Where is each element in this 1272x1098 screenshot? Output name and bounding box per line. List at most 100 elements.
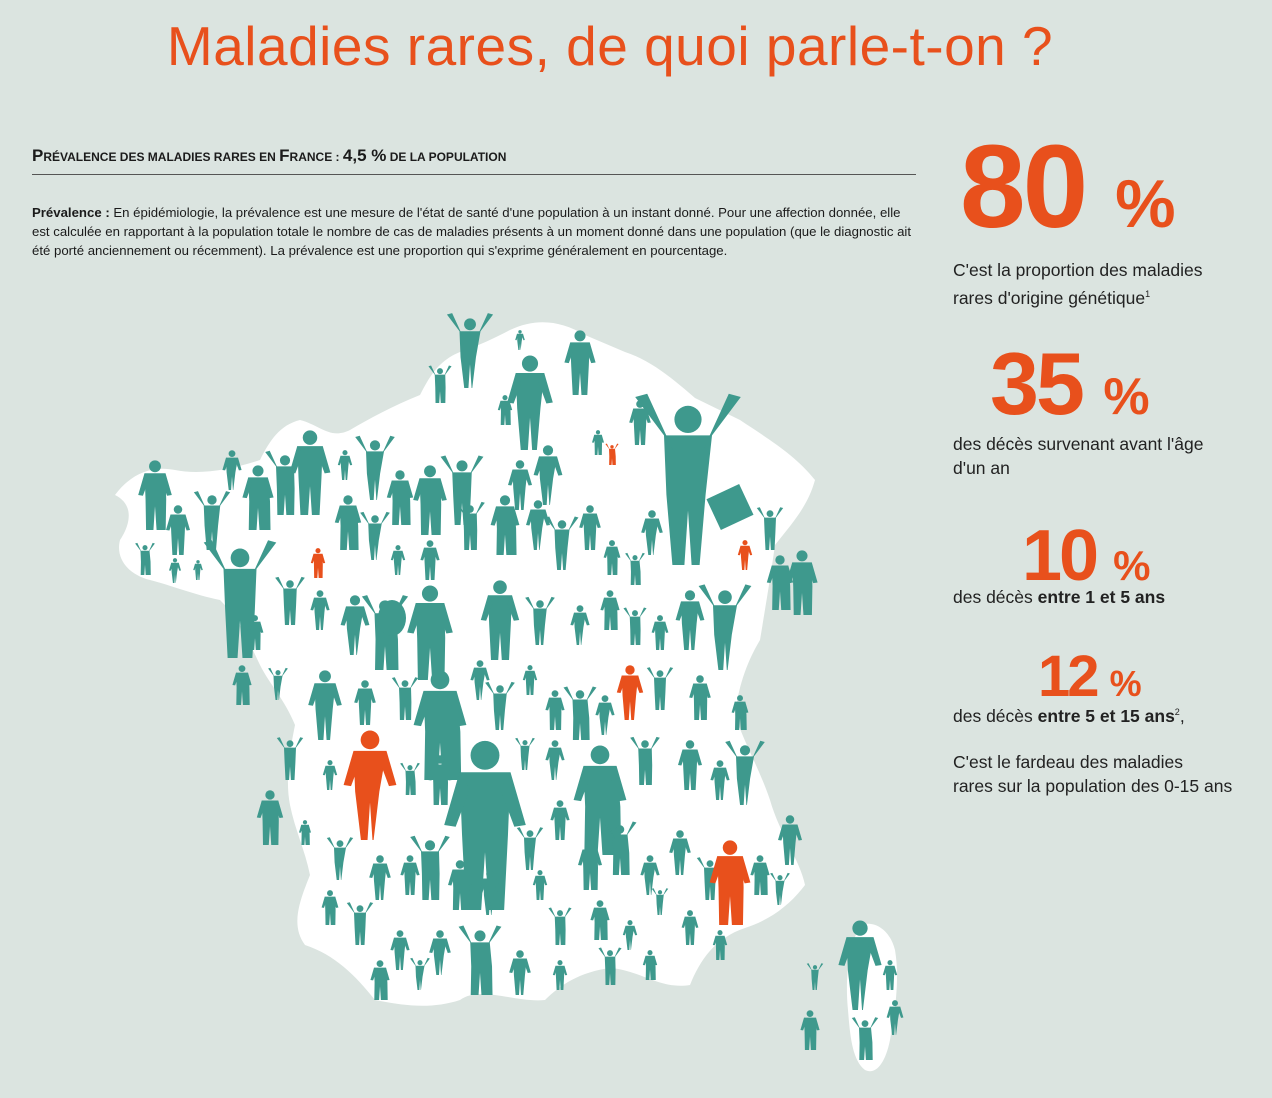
stat-12-number: 12 % [1038,644,1142,709]
person-silhouette [641,510,663,555]
person-silhouette [756,507,784,550]
person-silhouette [710,760,730,800]
person-silhouette [326,837,354,880]
person-silhouette [386,470,414,525]
person-silhouette [508,460,532,510]
stat-35-caption: des décès survenant avant l'âge d'un an [953,434,1204,478]
person-silhouette [410,835,450,900]
person-silhouette [675,590,705,650]
person-silhouette [532,870,548,900]
person-silhouette [526,500,550,550]
stat-12-caption: des décès entre 5 et 15 ans2, [953,705,1185,726]
person-silhouette [275,576,305,625]
person-silhouette [232,665,252,705]
person-silhouette [603,540,621,575]
person-silhouette [689,675,711,720]
person-silhouette [222,450,242,490]
person-silhouette [770,872,790,905]
person-silhouette [533,445,563,505]
person-silhouette [480,580,520,660]
person-silhouette [882,960,898,990]
person-silhouette [515,330,525,350]
person-silhouette [497,395,513,425]
person-silhouette [564,330,596,395]
person-silhouette [440,455,484,525]
person-silhouette [563,686,597,740]
person-silhouette [651,615,669,650]
person-silhouette [766,555,794,610]
person-silhouette [135,542,155,575]
person-silhouette [343,730,397,840]
person-silhouette [592,430,604,455]
person-silhouette [413,465,447,535]
person-silhouette [603,821,637,875]
prevalence-value: 4,5 % [342,146,387,165]
person-silhouette [446,313,494,388]
person-silhouette [545,740,565,780]
person-silhouette [355,435,395,500]
person-silhouette [552,960,568,990]
person-silhouette [886,1000,904,1035]
person-silhouette [545,516,579,570]
stat-80-number: 80 % [960,121,1176,253]
person-silhouette [299,820,311,845]
person-silhouette [786,550,818,615]
person-silhouette [428,365,452,403]
person-silhouette [598,947,622,985]
stat-80-caption: C'est la proportion des maladies rares d'… [953,260,1203,308]
person-silhouette [642,950,658,980]
person-silhouette [470,660,490,700]
person-silhouette [629,400,651,445]
person-silhouette [640,855,660,895]
person-silhouette [268,667,288,700]
person-silhouette [444,740,526,910]
person-silhouette [678,740,702,790]
person-silhouette [731,695,749,730]
stat-35-number: 35 % [990,334,1150,433]
conclusion-caption: C'est le fardeau des maladies rares sur l… [953,752,1233,796]
person-silhouette [600,590,620,630]
person-silhouette [455,501,485,550]
person-silhouette [709,840,751,925]
person-silhouette [346,902,374,945]
balloon-shape [378,600,406,636]
person-silhouette [623,607,647,645]
person-silhouette [725,740,765,805]
person-silhouette [851,1017,879,1060]
person-silhouette [625,552,645,585]
person-silhouette [310,590,330,630]
person-silhouette [334,495,362,550]
person-silhouette [616,665,644,720]
person-silhouette [622,920,638,950]
person-silhouette [169,558,181,583]
person-silhouette [737,540,753,570]
person-silhouette [429,930,451,975]
prevalence-definition: Prévalence : En épidémiologie, la préval… [32,205,912,258]
people-silhouettes [135,313,904,1060]
person-silhouette [360,511,390,560]
person-silhouette [570,605,590,645]
person-silhouette [635,393,741,565]
person-silhouette [590,900,610,940]
person-silhouette [806,963,824,990]
person-silhouette [516,827,544,870]
person-silhouette [407,585,453,680]
person-silhouette [651,888,669,915]
person-silhouette [193,560,203,580]
person-silhouette [428,755,452,805]
person-silhouette [778,815,802,865]
person-silhouette [400,855,420,895]
person-silhouette [669,830,691,875]
person-silhouette [507,355,553,450]
person-silhouette [193,491,231,550]
person-silhouette [390,545,406,575]
person-silhouette [698,584,752,670]
prevalence-heading: PRÉVALENCE DES MALADIES RARES EN FRANCE … [32,146,916,175]
person-silhouette [265,450,305,515]
person-silhouette [579,505,601,550]
person-silhouette [448,860,472,910]
stat-10-number: 10 % [1022,516,1151,596]
person-silhouette [369,855,391,900]
person-silhouette [420,540,440,580]
